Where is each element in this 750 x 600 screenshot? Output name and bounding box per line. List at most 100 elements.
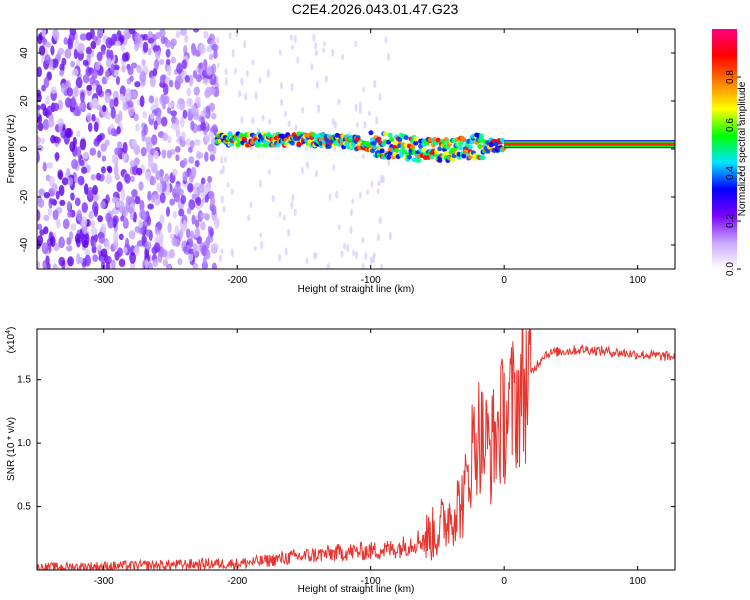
noise-blob (39, 229, 45, 236)
noise-blob (86, 112, 92, 123)
noise-blob (136, 64, 142, 74)
ridge-blob (435, 137, 441, 143)
noise-blob (151, 134, 158, 146)
noise-blob (57, 48, 65, 56)
ridge-blob (241, 136, 247, 142)
noise-blob (135, 123, 140, 132)
noise-blob (152, 45, 160, 52)
noise-blob-faint (300, 167, 304, 175)
ridge-blob (461, 153, 467, 159)
noise-blob (208, 102, 216, 112)
noise-blob-faint (313, 252, 317, 260)
noise-blob-faint (310, 63, 314, 71)
noise-blob (82, 59, 89, 66)
noise-blob (121, 52, 129, 62)
noise-blob (173, 191, 181, 203)
noise-blob (145, 241, 152, 251)
noise-blob (175, 130, 181, 139)
noise-blob (37, 223, 43, 231)
noise-blob (89, 147, 97, 156)
noise-blob (81, 216, 88, 228)
noise-blob (98, 232, 105, 244)
noise-blob (113, 230, 119, 243)
noise-blob (153, 59, 160, 70)
noise-blob (50, 45, 55, 56)
noise-blob (208, 131, 215, 138)
snr-xtick-label: -300 (94, 576, 114, 587)
ridge-blob (458, 140, 464, 146)
noise-blob-faint (291, 194, 295, 202)
noise-blob-faint (291, 44, 295, 51)
noise-blob-faint (223, 155, 227, 163)
noise-blob (70, 223, 77, 232)
noise-blob (123, 29, 131, 38)
noise-blob-faint (363, 120, 367, 129)
noise-blob (37, 66, 42, 78)
noise-blob (41, 29, 47, 38)
noise-blob (202, 256, 208, 265)
noise-blob (196, 152, 204, 159)
noise-blob (194, 159, 200, 168)
spectrogram-y-axis-label: Frequency (Hz) (6, 115, 17, 184)
noise-blob (188, 146, 193, 153)
noise-blob (92, 239, 97, 248)
noise-blob (153, 150, 159, 160)
noise-blob (184, 34, 189, 44)
noise-blob (177, 258, 183, 266)
ridge-blob (387, 132, 393, 138)
noise-blob (106, 49, 111, 60)
noise-blob (66, 167, 71, 178)
noise-blob (95, 84, 103, 96)
ridge-blob (406, 154, 412, 160)
noise-blob (104, 240, 111, 251)
noise-blob (195, 96, 200, 104)
noise-blob (59, 69, 64, 77)
noise-blob (180, 194, 187, 205)
noise-blob (96, 51, 103, 62)
snr-panel: -300 -200 -100 0 100 0.5 1.0 1.5 Height of str… (5, 327, 676, 595)
noise-blob (200, 212, 207, 219)
noise-blob (105, 37, 113, 49)
noise-blob (74, 197, 81, 207)
noise-blob-faint (221, 164, 225, 174)
noise-blob (104, 112, 112, 120)
noise-blob-faint (230, 188, 234, 195)
noise-blob (127, 100, 134, 108)
noise-blob (186, 207, 192, 215)
snr-y-axis-label: SNR (10 * v/v) (6, 417, 17, 481)
noise-blob (177, 97, 185, 105)
noise-blob-faint (355, 122, 359, 128)
noise-blob (97, 29, 104, 39)
noise-blob (171, 237, 178, 247)
noise-blob (82, 73, 90, 84)
noise-blob (124, 237, 130, 250)
noise-blob-faint (240, 115, 244, 124)
noise-blob (58, 236, 65, 249)
noise-blob (49, 198, 56, 205)
noise-blob (80, 91, 85, 103)
noise-blob (155, 170, 161, 181)
noise-blob (179, 29, 187, 36)
snr-x-axis-label: Height of straight line (km) (298, 584, 415, 595)
noise-blob (139, 200, 145, 212)
snr-xtick-label: 0 (501, 576, 507, 587)
ridge-blob (235, 142, 241, 148)
noise-blob-faint (370, 256, 374, 266)
noise-blob (81, 202, 88, 213)
noise-blob (164, 173, 170, 184)
noise-blob (82, 152, 90, 159)
noise-blob (169, 248, 175, 259)
snr-xtick-label: -100 (361, 576, 381, 587)
noise-blob (105, 174, 112, 185)
noise-blob (122, 141, 128, 154)
ridge-blob (467, 144, 473, 150)
colorbar-tick-label: 0.4 (725, 166, 736, 180)
noise-blob (52, 102, 60, 112)
noise-blob (119, 34, 125, 43)
noise-blob (122, 246, 128, 254)
noise-blob-faint (287, 120, 291, 127)
noise-blob (74, 233, 81, 244)
noise-blob (47, 207, 53, 216)
noise-blob (194, 228, 200, 238)
